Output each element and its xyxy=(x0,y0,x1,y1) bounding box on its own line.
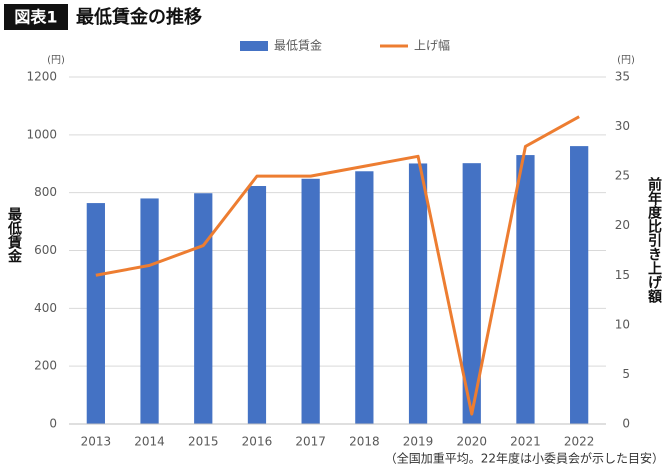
x-tick-label: 2013 xyxy=(81,435,112,449)
y2-unit: (円) xyxy=(617,55,635,66)
y2-tick-label: 25 xyxy=(615,169,630,183)
x-tick-label: 2022 xyxy=(564,435,595,449)
note: （全国加重平均。22年度は小委員会が示した目安） xyxy=(385,451,664,466)
line xyxy=(95,115,580,416)
y2-tick-label: 20 xyxy=(615,218,630,232)
y-tick-label: 400 xyxy=(34,301,57,315)
y2-tick-label: 5 xyxy=(622,367,630,381)
badge: 図表1 xyxy=(14,8,57,27)
x-tick-label: 2020 xyxy=(456,435,487,449)
y-axis-title: 最低賃金 xyxy=(6,206,23,263)
x-tick-label: 2019 xyxy=(403,435,434,449)
bar xyxy=(247,186,267,424)
y-tick-label: 800 xyxy=(34,185,57,199)
bar xyxy=(355,171,374,424)
bar xyxy=(516,155,535,424)
bar xyxy=(140,198,159,424)
x-tick-label: 2016 xyxy=(242,435,273,449)
bar xyxy=(301,178,320,424)
badge-bg xyxy=(4,4,68,30)
y-tick-label: 0 xyxy=(49,417,57,431)
y2-axis-title: 前年度比引き上げ額 xyxy=(646,176,663,304)
chart-title: 最低賃金の推移 xyxy=(76,6,202,28)
y2-tick-label: 15 xyxy=(615,268,630,282)
y2-tick-label: 30 xyxy=(615,119,630,133)
x-tick-label: 2021 xyxy=(510,435,541,449)
y2-tick-label: 35 xyxy=(615,70,630,84)
bar xyxy=(462,163,481,424)
x-tick-label: 2014 xyxy=(134,435,165,449)
y2-tick-label: 10 xyxy=(615,317,630,331)
y-tick-label: 1200 xyxy=(26,70,57,84)
x-tick-label: 2018 xyxy=(349,435,380,449)
legend-label: 最低賃金 xyxy=(274,38,322,53)
x-tick-label: 2017 xyxy=(295,435,326,449)
y-tick-label: 200 xyxy=(34,359,57,373)
legend-swatch xyxy=(240,41,268,51)
bar xyxy=(194,193,213,424)
y2-tick-label: 0 xyxy=(622,417,630,431)
y-tick-label: 1000 xyxy=(26,127,57,141)
legend-label: 上げ幅 xyxy=(414,38,450,53)
y-unit: (円) xyxy=(47,55,65,66)
bar xyxy=(570,146,589,424)
x-tick-label: 2015 xyxy=(188,435,219,449)
y-tick-label: 600 xyxy=(34,243,57,257)
bar xyxy=(408,163,428,425)
bar xyxy=(86,203,105,424)
